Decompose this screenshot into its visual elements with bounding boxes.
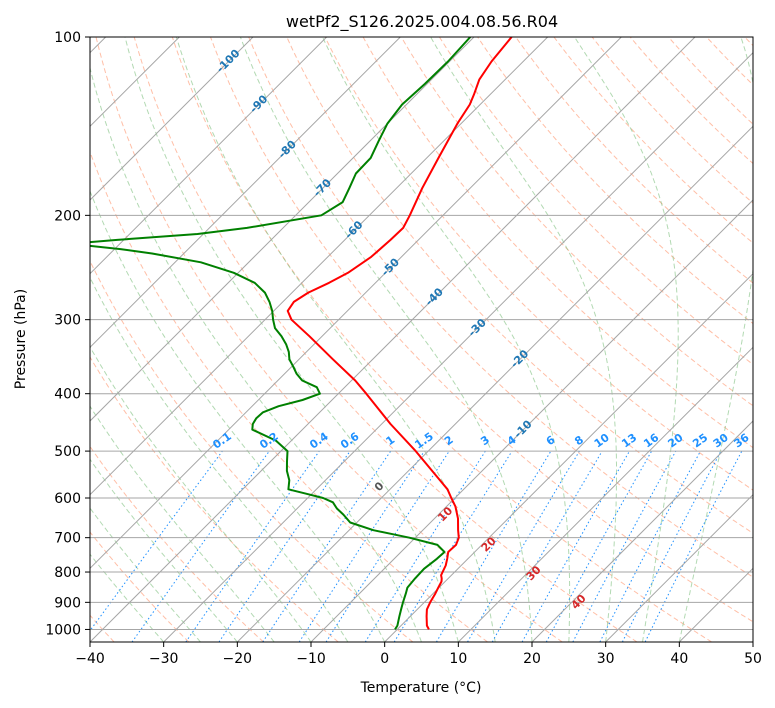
isotherm-line xyxy=(457,346,753,642)
x-axis-ticks: −40 −30 −20 −10 0 10 20 30 40 50 xyxy=(75,642,762,667)
y-axis-label: Pressure (hPa) xyxy=(13,289,29,389)
isotherm-line xyxy=(236,125,753,642)
mixing-ratio-lines xyxy=(90,450,743,642)
plot-frame xyxy=(89,36,754,643)
dry-adiabat-line xyxy=(171,37,712,642)
isotherm-line xyxy=(163,51,753,642)
dry-adiabat-line xyxy=(210,37,753,623)
mixing-ratio-line xyxy=(262,450,392,642)
dry-adiabats xyxy=(90,37,753,642)
x-tick-label: −20 xyxy=(223,651,253,667)
dry-adiabat-line xyxy=(90,531,190,642)
isotherm-line xyxy=(90,37,549,496)
isotherm-line xyxy=(90,37,401,349)
x-tick-label: 0 xyxy=(380,651,389,667)
y-axis-ticks: 100 200 300 400 500 600 700 800 900 1000 xyxy=(45,30,90,638)
isotherm-line xyxy=(90,37,622,570)
isotherm-line xyxy=(605,493,753,642)
dry-adiabat-line xyxy=(95,37,563,642)
mixing-ratio-line xyxy=(545,450,653,642)
dewpoint-profile-line xyxy=(90,37,472,630)
moist-adiabat-line xyxy=(678,37,753,642)
moist-adiabat-line xyxy=(90,189,386,642)
moist-adiabat-line xyxy=(90,276,349,642)
isotherm-line xyxy=(384,272,753,642)
dry-adiabat-line xyxy=(515,37,753,284)
y-tick-label: 1000 xyxy=(45,622,81,638)
y-tick-label: 500 xyxy=(54,444,81,460)
isotherm-line xyxy=(531,420,753,642)
series-lines xyxy=(90,37,513,630)
dry-adiabat-line xyxy=(324,37,753,491)
y-tick-label: 800 xyxy=(54,565,81,581)
y-tick-label: 400 xyxy=(54,387,81,403)
y-tick-label: 100 xyxy=(54,30,81,46)
mixing-ratio-line xyxy=(131,450,270,642)
x-tick-label: 50 xyxy=(744,651,762,667)
x-tick-label: 10 xyxy=(449,651,467,667)
moist-adiabat-line xyxy=(90,405,275,642)
dry-adiabat-line xyxy=(248,37,753,578)
plot-area: 0.1 0.2 0.4 0.6 1 1.5 2 3 4 6 8 10 13 16 20 25 30 36-100-… xyxy=(90,37,753,642)
isotherm-line xyxy=(90,37,328,275)
mixing-ratio-line xyxy=(90,450,223,632)
x-tick-label: −40 xyxy=(75,651,105,667)
y-tick-label: 900 xyxy=(54,595,81,611)
moist-adiabat-line xyxy=(574,37,679,642)
mixing-ratio-line xyxy=(218,450,351,642)
x-tick-label: −30 xyxy=(149,651,179,667)
isotherms xyxy=(90,37,753,642)
isotherm-line xyxy=(90,37,254,201)
moist-adiabat-line xyxy=(90,458,238,642)
moist-adiabat-line xyxy=(124,37,459,642)
moist-adiabats xyxy=(90,37,753,642)
mixing-ratio-line xyxy=(393,450,513,642)
x-axis-label: Temperature (°C) xyxy=(360,680,482,696)
y-tick-label: 200 xyxy=(54,208,81,224)
mixing-ratio-line xyxy=(572,450,677,642)
mixing-ratio-line xyxy=(298,450,425,642)
y-tick-label: 700 xyxy=(54,531,81,547)
moist-adiabat-line xyxy=(430,37,617,642)
moist-adiabat-line xyxy=(239,37,533,642)
isotherm-line xyxy=(90,37,696,642)
isotherm-line xyxy=(90,37,475,422)
mixing-ratio-line xyxy=(325,450,450,642)
mixing-ratio-line xyxy=(521,450,630,642)
y-tick-label: 300 xyxy=(54,313,81,329)
dry-adiabat-line xyxy=(90,356,339,642)
dry-adiabat-line xyxy=(90,150,488,642)
mixing-ratio-line xyxy=(644,450,743,642)
temperature-profile-line xyxy=(286,37,513,630)
dry-adiabat-line xyxy=(90,445,264,642)
dry-adiabat-line xyxy=(438,37,753,366)
chart-title: wetPf2_S126.2025.004.08.56.R04 xyxy=(286,12,558,32)
x-tick-label: 20 xyxy=(523,651,541,667)
x-tick-label: 30 xyxy=(597,651,615,667)
dry-adiabat-line xyxy=(400,37,753,407)
y-tick-label: 600 xyxy=(54,491,81,507)
mixing-ratio-line xyxy=(185,450,320,642)
x-tick-label: −10 xyxy=(296,651,326,667)
isotherm-line xyxy=(310,199,753,642)
x-tick-label: 40 xyxy=(670,651,688,667)
moist-adiabat-line xyxy=(90,65,422,642)
moist-adiabat-line xyxy=(322,37,571,642)
